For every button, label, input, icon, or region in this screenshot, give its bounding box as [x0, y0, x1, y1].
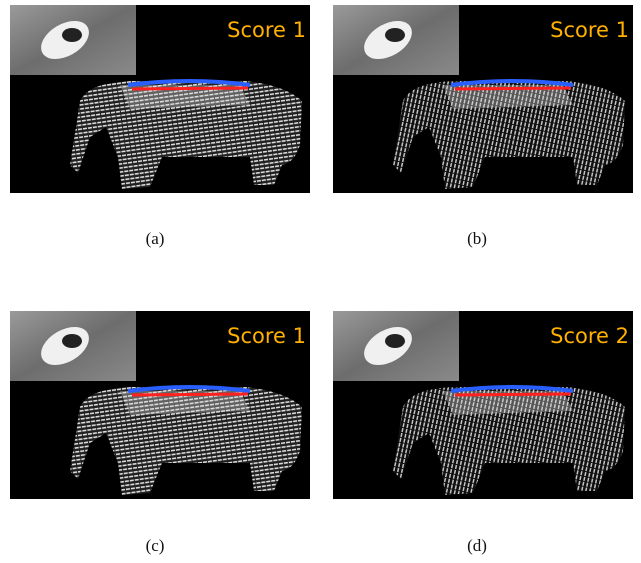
panel-caption: (d): [467, 536, 487, 555]
cow-patch: [385, 28, 405, 42]
panel: Score 1: [10, 5, 310, 193]
figure: Score 1 (a) Score 1 (b) Score 1 (c) Score 2 (d): [0, 0, 641, 563]
panel-caption: (b): [467, 229, 487, 248]
panel: Score 2: [333, 311, 633, 499]
panel: Score 1: [333, 5, 633, 193]
panel-caption: (a): [146, 229, 165, 248]
cow-patch: [385, 334, 405, 348]
red-line: [455, 88, 571, 89]
page: Score 1 (a) Score 1 (b) Score 1 (c) Score 2 (d)…: [0, 0, 641, 563]
red-line: [132, 394, 248, 395]
red-line: [132, 88, 248, 89]
red-line: [455, 394, 571, 395]
score-label: Score 1: [227, 324, 306, 348]
score-label: Score 1: [550, 18, 629, 42]
panel-caption: (c): [146, 536, 165, 555]
panel: Score 1: [10, 311, 310, 499]
cow-patch: [62, 334, 82, 348]
cow-patch: [62, 28, 82, 42]
score-label: Score 1: [227, 18, 306, 42]
score-label: Score 2: [550, 324, 629, 348]
